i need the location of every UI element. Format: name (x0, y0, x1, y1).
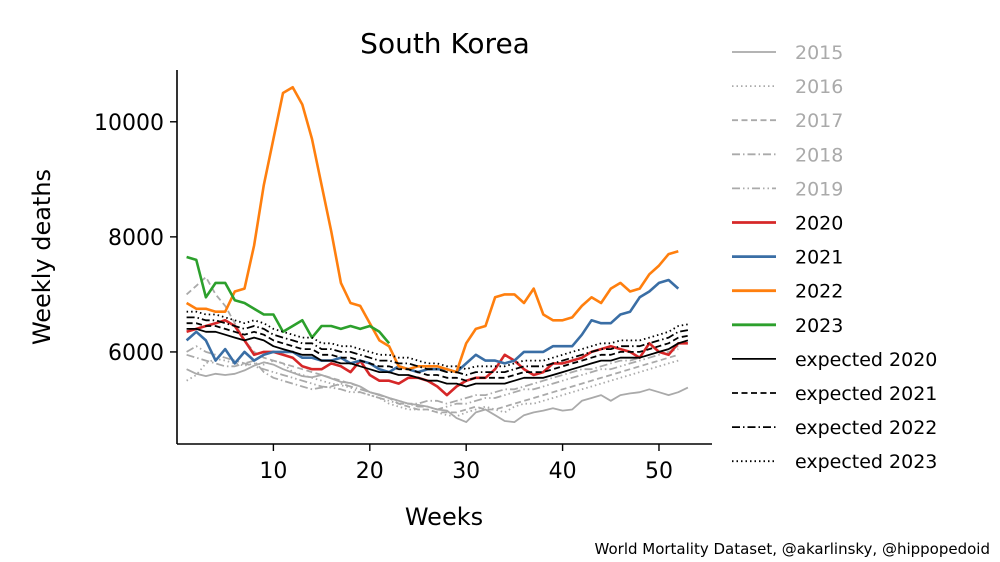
series-line-expected-2020 (186, 327, 689, 388)
y-tick-label: 6000 (108, 341, 164, 366)
legend-label-2017: 2017 (795, 110, 843, 132)
x-tick-label: 30 (452, 459, 480, 484)
y-axis-label: Weekly deaths (28, 169, 56, 345)
series-line-2021 (185, 278, 680, 374)
legend-label-expected-2022: expected 2022 (795, 417, 937, 439)
x-tick-label: 20 (356, 459, 384, 484)
series-line-2019 (186, 345, 679, 411)
legend-label-2015: 2015 (795, 42, 843, 64)
legend-label-2022: 2022 (795, 281, 843, 303)
legend-label-2023: 2023 (795, 315, 843, 337)
series-line-2022 (185, 86, 679, 374)
legend-label-2020: 2020 (795, 213, 843, 235)
y-ticks: 6000 8000 10000 (94, 111, 177, 366)
series-line-2023 (186, 255, 391, 345)
legend-label-expected-2021: expected 2021 (795, 383, 937, 405)
series-line-expected-2021 (186, 322, 689, 382)
x-axis-label: Weeks (405, 503, 483, 531)
series-line-2020 (186, 318, 688, 397)
series-line-2018 (186, 345, 679, 405)
series-line-2017 (186, 276, 679, 414)
x-tick-label: 40 (549, 459, 577, 484)
series-line-expected-2023 (186, 310, 689, 371)
credit-text: World Mortality Dataset, @akarlinsky, @h… (594, 540, 990, 558)
legend-label-2021: 2021 (795, 247, 843, 269)
legend: 2015 2016 2017 2018 2019 2020 2021 2022 2023 expe… (732, 42, 937, 473)
x-ticks: 10 20 30 40 50 (259, 444, 673, 484)
legend-label-2019: 2019 (795, 178, 843, 200)
x-tick-label: 10 (259, 459, 287, 484)
legend-label-expected-2023: expected 2023 (795, 451, 937, 473)
legend-label-2016: 2016 (795, 76, 843, 98)
axes (176, 70, 712, 445)
legend-label-expected-2020: expected 2020 (795, 349, 937, 371)
legend-label-2018: 2018 (795, 144, 843, 166)
chart-title: South Korea (360, 27, 530, 60)
y-tick-label: 10000 (94, 111, 164, 136)
x-tick-label: 50 (645, 459, 673, 484)
y-tick-label: 8000 (108, 226, 164, 251)
plot-area (185, 86, 689, 424)
